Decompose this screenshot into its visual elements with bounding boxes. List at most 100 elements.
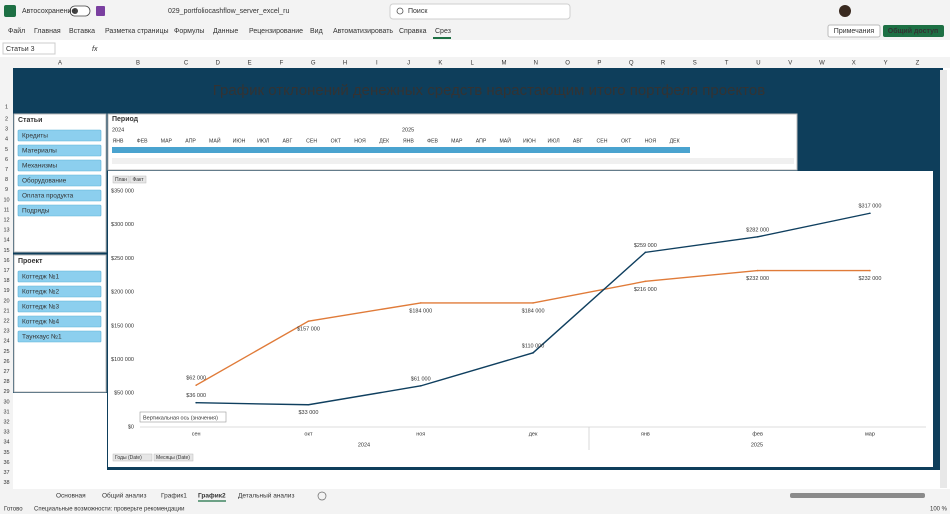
timeline-month[interactable]: ОКТ	[621, 138, 632, 144]
slicer-item[interactable]	[17, 330, 102, 343]
search-placeholder[interactable]: Поиск	[408, 8, 428, 15]
menu-tab[interactable]: Справка	[399, 28, 427, 35]
row-header[interactable]: 24	[3, 339, 9, 345]
column-header[interactable]: J	[407, 61, 410, 67]
row-header[interactable]: 19	[3, 288, 9, 294]
timeline-month[interactable]: ИЮЛ	[257, 138, 269, 144]
horizontal-scrollbar[interactable]	[790, 493, 925, 498]
column-header[interactable]: F	[280, 61, 284, 67]
row-header[interactable]: 21	[3, 308, 9, 314]
row-header[interactable]: 38	[3, 480, 9, 486]
column-header[interactable]: Z	[916, 61, 920, 67]
timeline-month[interactable]: СЕН	[306, 138, 317, 144]
field-button[interactable]	[153, 453, 194, 462]
slicer-item-label[interactable]: Таунхаус №1	[22, 334, 62, 341]
column-header[interactable]: N	[534, 61, 538, 67]
name-box[interactable]	[2, 42, 56, 55]
timeline-month[interactable]: ИЮН	[523, 138, 536, 144]
row-header[interactable]: 20	[3, 298, 9, 304]
slicer-item[interactable]	[17, 285, 102, 298]
row-header[interactable]: 32	[3, 419, 9, 425]
row-header[interactable]: 29	[3, 389, 9, 395]
column-header[interactable]: E	[248, 61, 252, 67]
comments-label[interactable]: Примечания	[834, 28, 875, 35]
slicer-item[interactable]	[17, 300, 102, 313]
column-header[interactable]: H	[343, 61, 347, 67]
column-header[interactable]: D	[216, 61, 221, 67]
row-header[interactable]: 33	[3, 430, 9, 436]
menu-tab[interactable]: Данные	[213, 28, 238, 35]
legend-label[interactable]: Факт	[132, 177, 144, 183]
row-header[interactable]: 26	[3, 359, 9, 365]
slicer-item-label[interactable]: Материалы	[22, 148, 57, 155]
axis-field-label[interactable]: Месяцы (Date)	[156, 455, 190, 461]
slicer-item[interactable]	[17, 270, 102, 283]
column-header[interactable]: Q	[629, 61, 634, 67]
timeline-month[interactable]: СЕН	[597, 138, 608, 144]
column-header[interactable]: S	[693, 61, 697, 67]
slicer-item[interactable]	[17, 129, 102, 142]
timeline-month[interactable]: ФЕВ	[137, 138, 148, 144]
field-button[interactable]	[112, 175, 130, 184]
slicer-item-label[interactable]: Подряды	[22, 208, 50, 215]
row-header[interactable]: 6	[5, 157, 8, 163]
menu-tab[interactable]: Рецензирование	[249, 28, 303, 35]
timeline-scrollbar[interactable]	[112, 158, 794, 164]
row-header[interactable]: 15	[3, 248, 9, 254]
share-button[interactable]	[883, 25, 944, 37]
row-header[interactable]: 27	[3, 369, 9, 375]
slicer-item-label[interactable]: Кредиты	[22, 133, 48, 140]
legend-label[interactable]: План	[115, 177, 127, 183]
comments-button[interactable]	[827, 24, 881, 38]
slicer-item[interactable]	[17, 174, 102, 187]
menu-tab[interactable]: Вставка	[69, 28, 95, 35]
row-header[interactable]: 25	[3, 349, 9, 355]
column-header[interactable]: C	[184, 61, 189, 67]
timeline-month[interactable]: МАР	[451, 138, 463, 144]
timeline-month[interactable]: ОКТ	[331, 138, 342, 144]
row-header[interactable]: 18	[3, 278, 9, 284]
timeline-month[interactable]: АВГ	[573, 138, 583, 144]
row-header[interactable]: 14	[3, 238, 9, 244]
slicer-item-label[interactable]: Оплата продукта	[22, 193, 74, 200]
menu-tab[interactable]: Формулы	[174, 28, 204, 35]
row-header[interactable]: 5	[5, 147, 8, 153]
slicer-item-label[interactable]: Коттедж №2	[22, 289, 60, 296]
zoom-text[interactable]: 100 %	[930, 507, 948, 513]
menu-tab[interactable]: Срез	[435, 28, 451, 35]
row-header[interactable]: 12	[3, 217, 9, 223]
column-header[interactable]: V	[788, 61, 792, 67]
column-header[interactable]: L	[471, 61, 475, 67]
row-header[interactable]: 17	[3, 268, 9, 274]
slicer-item[interactable]	[17, 159, 102, 172]
row-header[interactable]: 31	[3, 409, 9, 415]
row-header[interactable]: 10	[3, 197, 9, 203]
timeline-month[interactable]: ИЮЛ	[548, 138, 560, 144]
timeline-month[interactable]: МАР	[161, 138, 173, 144]
timeline-month[interactable]: ЯНВ	[113, 138, 124, 144]
row-header[interactable]: 7	[5, 167, 8, 173]
sheet-tab[interactable]: Основная	[56, 493, 86, 500]
avatar[interactable]	[839, 5, 851, 17]
column-header[interactable]: R	[661, 61, 666, 67]
menu-tab[interactable]: Главная	[34, 28, 61, 35]
column-header[interactable]: X	[852, 61, 856, 67]
timeline-month[interactable]: АПР	[185, 138, 196, 144]
row-header[interactable]: 1	[5, 104, 8, 110]
row-header[interactable]: 9	[5, 187, 8, 193]
column-header[interactable]: I	[376, 61, 378, 67]
sheet-tab[interactable]: График1	[161, 493, 187, 500]
column-header[interactable]: B	[136, 61, 140, 67]
row-header[interactable]: 23	[3, 329, 9, 335]
timeline-month[interactable]: ДЕК	[670, 138, 680, 144]
row-header[interactable]: 35	[3, 450, 9, 456]
row-header[interactable]: 30	[3, 399, 9, 405]
slicer-item-label[interactable]: Коттедж №3	[22, 304, 60, 311]
column-header[interactable]: M	[502, 61, 507, 67]
column-header[interactable]: P	[597, 61, 601, 67]
timeline-month[interactable]: АВГ	[283, 138, 293, 144]
timeline-month[interactable]: ДЕК	[379, 138, 389, 144]
slicer-item-label[interactable]: Оборудование	[22, 177, 67, 185]
row-header[interactable]: 16	[3, 258, 9, 264]
slicer-item[interactable]	[17, 204, 102, 217]
